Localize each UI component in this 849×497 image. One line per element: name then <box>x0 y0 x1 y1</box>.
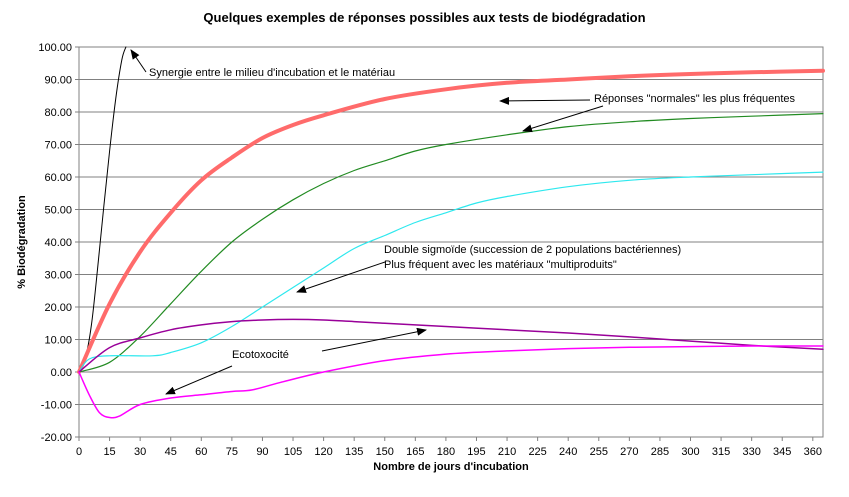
x-tick-label: 315 <box>712 446 730 458</box>
y-tick-label: 100.00 <box>38 42 72 54</box>
series-line-5 <box>78 318 824 373</box>
x-tick-label: 90 <box>256 446 268 458</box>
y-axis-label: % Biodégradation <box>16 195 28 289</box>
x-tick-label: 135 <box>345 446 363 458</box>
annotation-double-sigmoide: Double sigmoïde (succession de 2 populat… <box>384 244 681 256</box>
x-tick-label: 120 <box>314 446 332 458</box>
x-tick-label: 45 <box>165 446 177 458</box>
x-tick-label: 240 <box>559 446 577 458</box>
x-axis-label: Nombre de jours d'incubation <box>373 461 529 473</box>
annotation-ecotoxicite: Ecotoxocité <box>232 349 289 361</box>
y-tick-label: 80.00 <box>44 107 72 119</box>
x-tick-labels: 0 15 30 45 60 75 90 105 120 135 150 165 180 195 210 225… <box>76 437 822 458</box>
x-tick-label: 285 <box>651 446 669 458</box>
annotation-arrow-ecotox-magenta <box>165 365 233 395</box>
grid-lines <box>79 79 823 405</box>
series-line-4 <box>78 171 824 373</box>
series-line-6 <box>78 345 824 419</box>
y-tick-label: -20.00 <box>41 432 72 444</box>
x-tick-label: 225 <box>528 446 546 458</box>
x-tick-label: 345 <box>773 446 791 458</box>
y-tick-label: 20.00 <box>44 302 72 314</box>
annotation-normales: Réponses "normales" les plus fréquentes <box>594 93 796 105</box>
annotation-arrow-synergie <box>130 49 147 73</box>
y-tick-label: 90.00 <box>44 75 72 87</box>
y-tick-label: 60.00 <box>44 172 72 184</box>
y-tick-label: 0.00 <box>51 367 72 379</box>
annotation-arrow-double-sigmoide <box>296 261 386 293</box>
annotation-synergie: Synergie entre le milieu d'incubation et… <box>149 67 395 79</box>
y-tick-label: 30.00 <box>44 270 72 282</box>
x-tick-label: 270 <box>620 446 638 458</box>
x-tick-label: 30 <box>134 446 146 458</box>
y-tick-label: 40.00 <box>44 237 72 249</box>
x-tick-label: 330 <box>742 446 760 458</box>
series-line-2 <box>77 68 825 374</box>
y-tick-label: 10.00 <box>44 335 72 347</box>
x-tick-label: 300 <box>681 446 699 458</box>
x-tick-label: 180 <box>437 446 455 458</box>
x-tick-label: 360 <box>804 446 822 458</box>
y-tick-labels: 100.00 90.00 80.00 70.00 60.00 50.00 40.00 30.0… <box>38 42 79 444</box>
x-tick-label: 105 <box>284 446 302 458</box>
annotation-arrow-normales-green <box>522 105 604 133</box>
y-tick-label: 70.00 <box>44 140 72 152</box>
annotation-arrow-normales-red <box>499 96 591 105</box>
x-tick-label: 255 <box>590 446 608 458</box>
x-tick-label: 210 <box>498 446 516 458</box>
y-tick-label: -10.00 <box>41 400 72 412</box>
x-tick-label: 195 <box>467 446 485 458</box>
annotation-arrow-ecotox-purple <box>321 327 427 352</box>
annotation-multiproduits: Plus fréquent avec les matériaux "multip… <box>384 259 617 271</box>
x-tick-label: 0 <box>76 446 82 458</box>
x-tick-label: 60 <box>195 446 207 458</box>
series-lines <box>77 46 825 419</box>
y-tick-label: 50.00 <box>44 205 72 217</box>
x-tick-label: 75 <box>226 446 238 458</box>
x-tick-label: 165 <box>406 446 424 458</box>
x-tick-label: 150 <box>376 446 394 458</box>
x-tick-label: 15 <box>103 446 115 458</box>
chart-title: Quelques exemples de réponses possibles … <box>203 10 646 25</box>
series-line-3 <box>78 113 824 373</box>
